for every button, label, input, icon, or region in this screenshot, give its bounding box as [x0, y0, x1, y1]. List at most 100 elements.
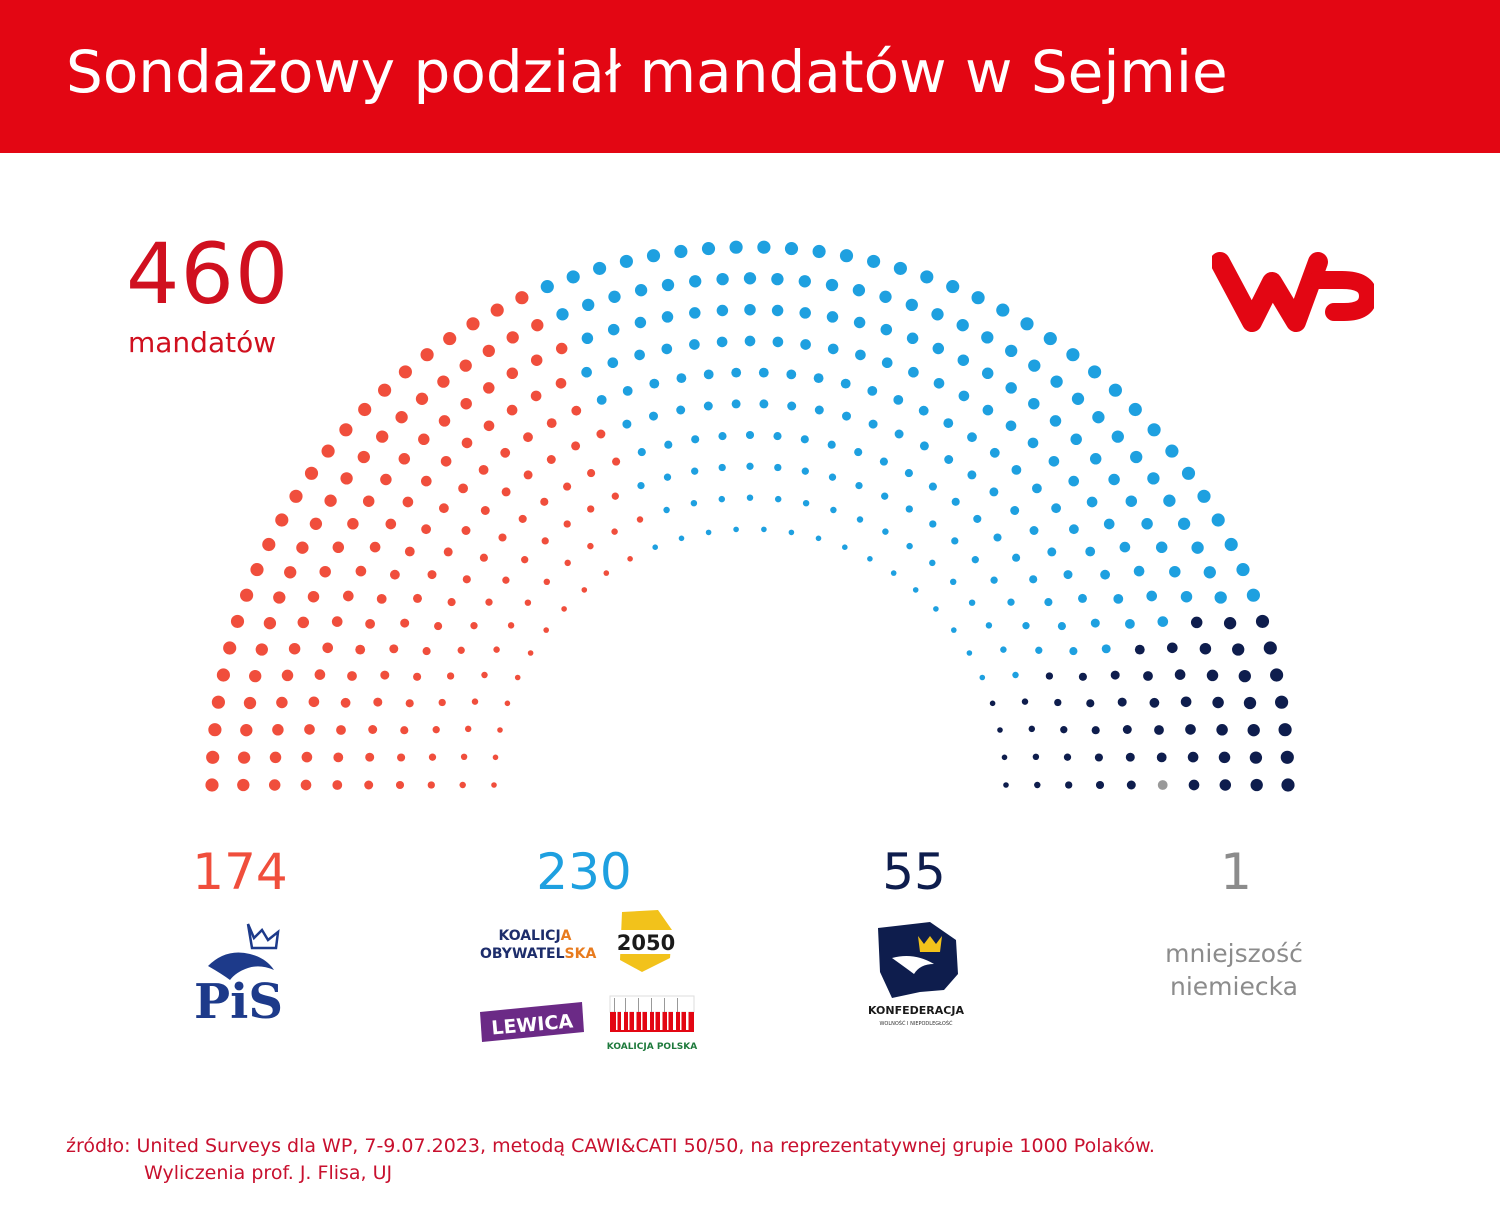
seat-dot-series-1	[661, 278, 675, 292]
seat-dot-series-0	[297, 616, 310, 629]
seat-dot-series-2	[1122, 725, 1132, 734]
seat-dot-series-0	[428, 753, 437, 761]
seat-dot-series-2	[1219, 779, 1232, 791]
seat-dot-series-1	[800, 339, 811, 350]
seat-dot-series-1	[813, 373, 824, 383]
konfederacja-eagle-crown-icon	[878, 922, 958, 998]
seat-dot-series-1	[556, 308, 569, 321]
seat-dot-series-2	[1065, 781, 1073, 789]
seat-dot-series-1	[882, 528, 889, 535]
seat-dot-series-0	[340, 697, 351, 708]
seat-dot-series-2	[997, 727, 1003, 733]
seat-dot-series-2	[1216, 724, 1228, 736]
seat-dot-series-1	[773, 432, 782, 441]
seat-dot-series-1	[716, 304, 729, 317]
seat-dot-series-0	[250, 563, 264, 577]
seat-dot-series-2	[1243, 696, 1257, 710]
seat-dot-series-1	[1130, 450, 1143, 464]
seat-dot-series-0	[268, 779, 281, 791]
seat-dot-series-1	[1049, 415, 1062, 427]
seat-dot-series-1	[787, 401, 797, 411]
seat-dot-series-2	[1190, 616, 1203, 629]
seat-dot-series-0	[459, 359, 472, 372]
seat-dot-series-0	[255, 643, 268, 656]
seat-dot-series-2	[1223, 617, 1237, 630]
seat-dot-series-1	[1012, 553, 1021, 562]
seat-dot-series-0	[506, 404, 518, 416]
seat-dot-series-2	[1188, 779, 1200, 791]
seat-dot-series-0	[471, 698, 479, 705]
seat-dot-series-1	[1048, 455, 1060, 467]
seat-dot-series-1	[1043, 332, 1057, 346]
pis-logo-text: PiS	[194, 974, 283, 1028]
seat-dot-series-1	[1180, 590, 1193, 603]
seat-dot-series-0	[515, 291, 529, 305]
seat-dot-series-2	[1278, 723, 1292, 737]
seat-dot-series-1	[608, 290, 621, 303]
seat-dot-series-0	[402, 496, 414, 508]
seat-dot-series-1	[1125, 495, 1138, 507]
seat-dot-series-2	[1180, 696, 1192, 708]
polska-2050-text: 2050	[617, 931, 675, 955]
seat-dot-series-2	[1199, 642, 1212, 655]
seat-dot-series-1	[1141, 518, 1153, 530]
seat-dot-series-1	[744, 303, 756, 316]
seat-count-konfederacja: 55	[882, 843, 946, 901]
seat-dot-series-1	[691, 467, 699, 475]
seat-dot-series-0	[205, 778, 219, 792]
seat-dot-series-1	[634, 284, 648, 297]
seat-dot-series-1	[1100, 569, 1110, 580]
seat-dot-series-2	[1166, 642, 1178, 654]
seat-dot-series-0	[527, 650, 534, 656]
seat-dot-series-1	[989, 447, 1000, 458]
seat-dot-series-2	[1034, 781, 1041, 789]
seat-dot-series-1	[1147, 472, 1160, 485]
total-seats-value: 460	[126, 225, 290, 323]
seat-dot-series-1	[1071, 392, 1085, 405]
seat-dot-series-2	[1078, 672, 1087, 681]
seat-dot-series-1	[798, 275, 811, 288]
seat-dot-series-0	[322, 642, 334, 654]
pis-logo: PiS	[194, 923, 283, 1028]
seat-dot-series-2	[1255, 614, 1270, 628]
seat-dot-series-0	[276, 696, 288, 709]
source-line1: źródło: United Surveys dla WP, 7-9.07.20…	[66, 1135, 1155, 1157]
seat-dot-series-1	[1078, 593, 1087, 603]
minority-line1: mniejszość	[1165, 939, 1303, 968]
seat-dot-series-0	[369, 541, 381, 553]
seat-dot-series-3	[1157, 780, 1168, 790]
seat-dot-series-1	[663, 506, 670, 514]
seat-dot-series-1	[826, 311, 839, 323]
seat-dot-series-1	[581, 332, 594, 345]
seat-dot-series-0	[482, 344, 495, 358]
seat-dot-series-1	[856, 516, 864, 523]
seat-dot-series-1	[840, 378, 851, 389]
seat-dot-series-1	[746, 462, 754, 470]
seat-dot-series-0	[546, 418, 557, 428]
seat-dot-series-1	[1051, 503, 1061, 514]
seat-dot-series-1	[890, 570, 897, 576]
ko-logo: KOALICJA OBYWATELSKA	[480, 928, 597, 962]
seat-dot-series-1	[933, 606, 939, 612]
seat-dot-series-2	[1154, 725, 1164, 735]
seat-dot-series-1	[830, 506, 837, 514]
seat-dot-series-1	[690, 499, 698, 507]
seat-dot-series-0	[223, 641, 237, 655]
seat-dot-series-1	[971, 291, 985, 305]
seat-dot-series-0	[206, 750, 220, 764]
total-seats-label: mandatów	[128, 326, 277, 359]
seat-dot-series-1	[880, 323, 893, 336]
seat-dot-series-0	[440, 455, 452, 467]
seat-dot-series-0	[395, 411, 408, 424]
seat-dot-series-0	[272, 724, 284, 736]
seat-dot-series-0	[321, 444, 335, 458]
seat-dot-series-0	[347, 518, 359, 530]
seat-dot-series-1	[827, 343, 839, 355]
seat-dot-series-1	[1089, 453, 1102, 465]
seat-dot-series-0	[405, 699, 414, 708]
seat-dot-series-1	[799, 307, 811, 319]
seat-dot-series-0	[531, 319, 544, 332]
seat-dot-series-0	[506, 367, 519, 380]
seat-dot-series-2	[1054, 698, 1062, 707]
